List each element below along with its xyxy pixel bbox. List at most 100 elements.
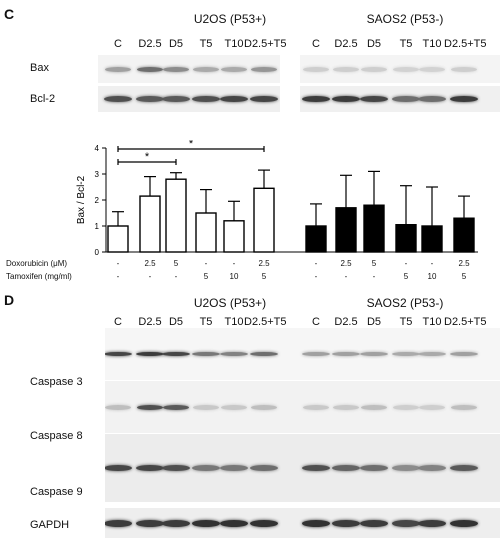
blot-band — [192, 465, 220, 471]
panel-d-lane-label: D2.5 — [334, 316, 358, 328]
blot-band — [360, 519, 388, 527]
condition-row-label: Tamoxifen (mg/ml) — [6, 272, 72, 281]
panel-d-lane-label: T5 — [199, 316, 213, 328]
significance-star: * — [145, 151, 150, 163]
blot-band — [419, 404, 445, 410]
blot-caspase3 — [105, 328, 500, 380]
blot-band — [418, 465, 446, 471]
panel-c-group-left-title: U2OS (P53+) — [193, 12, 267, 26]
panel-d-lane-label: D5 — [366, 316, 382, 328]
panel-c-lane-label: C — [312, 38, 320, 50]
blot-band — [392, 96, 420, 102]
bax-bcl2-bar-chart: 0 1 2 3 4 Bax / Bcl-2 * * — [76, 140, 478, 257]
y-tick-label: 0 — [95, 248, 100, 257]
panel-c-lane-label: D5 — [168, 38, 184, 50]
condition-value: - — [372, 272, 376, 281]
panel-d-letter: D — [4, 292, 15, 308]
blot-label-gapdh: GAPDH — [30, 519, 70, 531]
blot-bax-u2os — [98, 55, 280, 83]
condition-value: - — [314, 259, 318, 268]
blot-band — [192, 519, 220, 527]
blot-band — [360, 465, 388, 471]
panel-c-group-right-title: SAOS2 (P53-) — [366, 12, 444, 26]
blot-band — [162, 519, 190, 527]
blot-band — [193, 66, 219, 72]
condition-value: - — [116, 272, 120, 281]
blot-band — [251, 66, 277, 72]
blot-band — [163, 66, 189, 72]
blot-band — [162, 96, 190, 102]
blot-band — [332, 352, 360, 356]
bar — [195, 212, 217, 253]
blot-band — [250, 96, 278, 102]
y-tick-label: 3 — [95, 170, 100, 179]
blot-band — [136, 465, 164, 471]
blot-label-bax: Bax — [30, 62, 49, 74]
blot-caspase8 — [105, 381, 500, 433]
blot-band — [302, 465, 330, 471]
panel-c-lane-label: D2.5 — [334, 38, 358, 50]
blot-band — [250, 519, 278, 527]
blot-band — [105, 352, 132, 356]
blot-band — [392, 519, 420, 527]
panel-d-lane-label: D2.5+T5 — [244, 316, 287, 328]
blot-band — [192, 352, 220, 356]
bar — [335, 207, 357, 253]
y-tick-label: 1 — [95, 222, 100, 231]
blot-band — [221, 66, 247, 72]
blot-band — [136, 96, 164, 102]
panel-c-letter: C — [4, 6, 15, 22]
panel-d-lane-label: T10 — [422, 316, 442, 328]
blot-band — [136, 519, 164, 527]
condition-value: - — [430, 259, 434, 268]
blot-band — [332, 519, 360, 527]
blot-label-bcl2: Bcl-2 — [30, 93, 56, 105]
blot-band — [303, 66, 329, 72]
condition-value: - — [148, 272, 152, 281]
panel-c-lane-label: T10 — [224, 38, 244, 50]
blot-band — [393, 66, 419, 72]
condition-value: - — [404, 259, 408, 268]
blot-band — [104, 96, 132, 102]
blot-band — [450, 519, 478, 527]
condition-value: 5 — [461, 272, 467, 281]
panel-d-lane-label: D2.5 — [138, 316, 162, 328]
blot-band — [105, 465, 132, 471]
y-tick-label: 2 — [95, 196, 100, 205]
condition-value: - — [344, 272, 348, 281]
blot-band — [163, 404, 189, 410]
blot-band — [220, 519, 248, 527]
panel-c-lane-label: D2.5+T5 — [244, 38, 287, 50]
panel-d-lane-label: C — [312, 316, 320, 328]
bar — [253, 187, 275, 253]
condition-row-label: Doxorubicin (μM) — [6, 259, 68, 268]
blot-band — [451, 66, 477, 72]
blot-band — [333, 404, 359, 410]
condition-value: 2.5 — [340, 259, 352, 268]
blot-band — [105, 66, 131, 72]
blot-bcl2-saos2 — [300, 86, 500, 112]
blot-band — [193, 404, 219, 410]
blot-band — [450, 96, 478, 102]
blot-band — [105, 519, 132, 527]
bar — [305, 225, 327, 253]
blot-caspase9 — [105, 434, 500, 502]
blot-band — [392, 465, 420, 471]
panel-d-lane-label: T5 — [399, 316, 413, 328]
condition-value: 10 — [427, 272, 437, 281]
condition-value: 2.5 — [144, 259, 156, 268]
blot-band — [332, 465, 360, 471]
blot-band — [136, 352, 164, 356]
panel-c-lane-label: T10 — [422, 38, 442, 50]
y-tick-label: 4 — [95, 144, 100, 153]
blot-band — [137, 404, 163, 410]
blot-bcl2-u2os — [98, 86, 280, 112]
blot-band — [251, 404, 277, 410]
blot-band — [302, 96, 330, 102]
y-axis-label: Bax / Bcl-2 — [76, 175, 87, 224]
blot-band — [250, 465, 278, 471]
blot-gapdh — [105, 508, 500, 538]
condition-value: 5 — [173, 259, 179, 268]
condition-value: 2.5 — [258, 259, 270, 268]
bar — [223, 220, 245, 253]
